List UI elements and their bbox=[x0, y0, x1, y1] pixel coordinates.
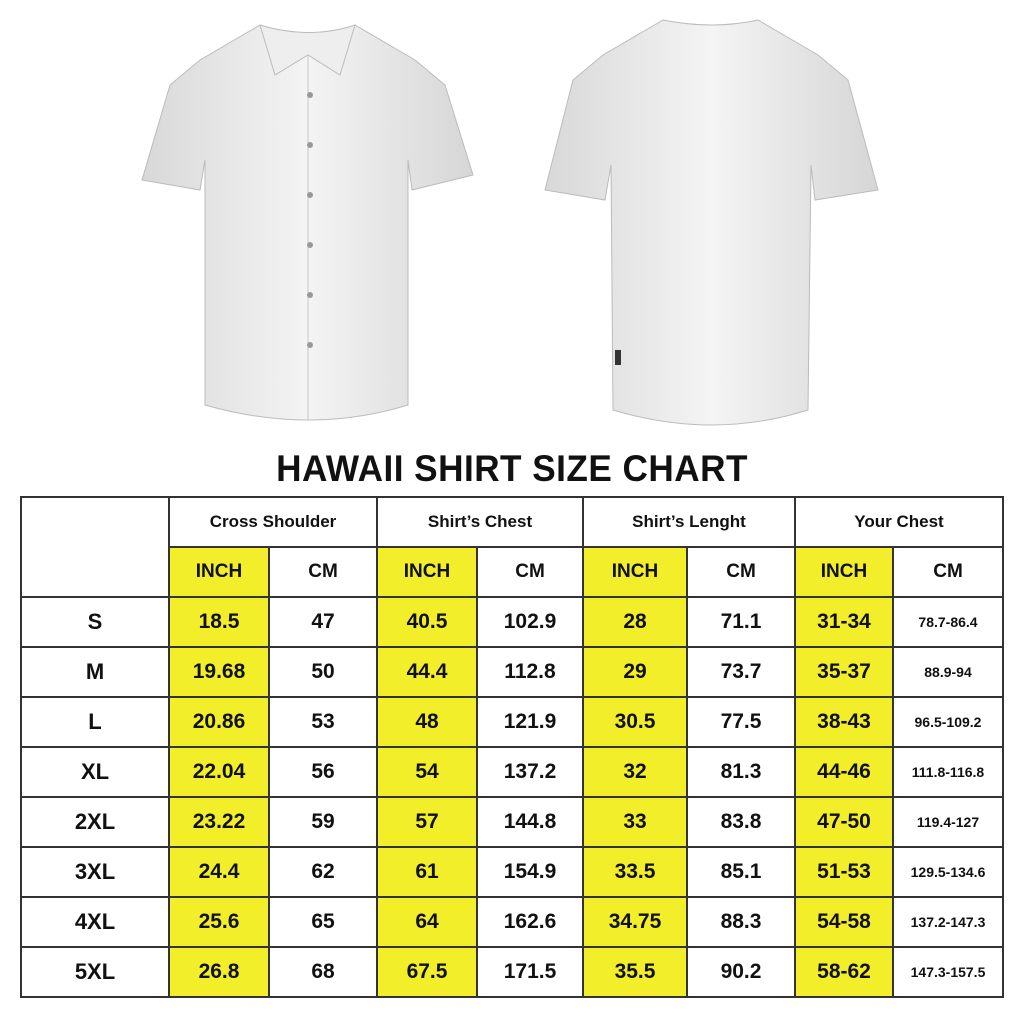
size-label: 2XL bbox=[20, 796, 170, 848]
inch-value-cell: 22.04 bbox=[168, 746, 270, 798]
unit-header-inch: INCH bbox=[794, 546, 894, 598]
inch-value-cell: 47-50 bbox=[794, 796, 894, 848]
cm-value-cell: 83.8 bbox=[686, 796, 796, 848]
cm-value-cell: 171.5 bbox=[476, 946, 584, 998]
inch-value-cell: 44.4 bbox=[376, 646, 478, 698]
table-row: 3XL 24.4 62 61 154.9 33.5 85.1 51-53 129.5-134.6 bbox=[20, 846, 1004, 898]
cm-value-cell: 78.7-86.4 bbox=[892, 596, 1004, 648]
inch-value-cell: 30.5 bbox=[582, 696, 688, 748]
inch-value-cell: 34.75 bbox=[582, 896, 688, 948]
inch-value-cell: 32 bbox=[582, 746, 688, 798]
inch-value-cell: 20.86 bbox=[168, 696, 270, 748]
inch-value-cell: 28 bbox=[582, 596, 688, 648]
shirt-front-image bbox=[141, 24, 474, 421]
cm-value-cell: 68 bbox=[268, 946, 378, 998]
table-row: S 18.5 47 40.5 102.9 28 71.1 31-34 78.7-86.4 bbox=[20, 596, 1004, 648]
cm-value-cell: 154.9 bbox=[476, 846, 584, 898]
size-label: 3XL bbox=[20, 846, 170, 898]
cm-value-cell: 85.1 bbox=[686, 846, 796, 898]
cm-value-cell: 56 bbox=[268, 746, 378, 798]
inch-value-cell: 54 bbox=[376, 746, 478, 798]
inch-value-cell: 38-43 bbox=[794, 696, 894, 748]
corner-cell bbox=[20, 496, 170, 598]
unit-header-inch: INCH bbox=[582, 546, 688, 598]
size-label: M bbox=[20, 646, 170, 698]
cm-value-cell: 88.3 bbox=[686, 896, 796, 948]
cm-value-cell: 50 bbox=[268, 646, 378, 698]
size-label: XL bbox=[20, 746, 170, 798]
cm-value-cell: 88.9-94 bbox=[892, 646, 1004, 698]
cm-value-cell: 119.4-127 bbox=[892, 796, 1004, 848]
inch-value-cell: 35.5 bbox=[582, 946, 688, 998]
inch-value-cell: 54-58 bbox=[794, 896, 894, 948]
inch-value-cell: 23.22 bbox=[168, 796, 270, 848]
cm-value-cell: 162.6 bbox=[476, 896, 584, 948]
inch-value-cell: 35-37 bbox=[794, 646, 894, 698]
inch-value-cell: 33.5 bbox=[582, 846, 688, 898]
cm-value-cell: 137.2 bbox=[476, 746, 584, 798]
group-header-cross-shoulder: Cross Shoulder bbox=[168, 496, 378, 548]
size-label: 5XL bbox=[20, 946, 170, 998]
inch-value-cell: 24.4 bbox=[168, 846, 270, 898]
cm-value-cell: 65 bbox=[268, 896, 378, 948]
cm-value-cell: 47 bbox=[268, 596, 378, 648]
table-row: 4XL 25.6 65 64 162.6 34.75 88.3 54-58 137.2-147.… bbox=[20, 896, 1004, 948]
cm-value-cell: 102.9 bbox=[476, 596, 584, 648]
table-row: 5XL 26.8 68 67.5 171.5 35.5 90.2 58-62 147.3-157… bbox=[20, 946, 1004, 998]
table-row: 2XL 23.22 59 57 144.8 33 83.8 47-50 119.4-127 bbox=[20, 796, 1004, 848]
cm-value-cell: 147.3-157.5 bbox=[892, 946, 1004, 998]
cm-value-cell: 71.1 bbox=[686, 596, 796, 648]
inch-value-cell: 33 bbox=[582, 796, 688, 848]
inch-value-cell: 18.5 bbox=[168, 596, 270, 648]
chart-title: HAWAII SHIRT SIZE CHART bbox=[276, 448, 748, 489]
inch-value-cell: 58-62 bbox=[794, 946, 894, 998]
cm-value-cell: 73.7 bbox=[686, 646, 796, 698]
unit-header-cm: CM bbox=[686, 546, 796, 598]
inch-value-cell: 31-34 bbox=[794, 596, 894, 648]
unit-header-inch: INCH bbox=[376, 546, 478, 598]
inch-value-cell: 40.5 bbox=[376, 596, 478, 648]
inch-value-cell: 51-53 bbox=[794, 846, 894, 898]
inch-value-cell: 67.5 bbox=[376, 946, 478, 998]
cm-value-cell: 59 bbox=[268, 796, 378, 848]
table-row: L 20.86 53 48 121.9 30.5 77.5 38-43 96.5-109.2 bbox=[20, 696, 1004, 748]
cm-value-cell: 129.5-134.6 bbox=[892, 846, 1004, 898]
shirt-back-image bbox=[544, 19, 879, 426]
group-header-shirt-chest: Shirt’s Chest bbox=[376, 496, 584, 548]
size-table: Cross Shoulder Shirt’s Chest Shirt’s Len… bbox=[20, 496, 1004, 998]
inch-value-cell: 61 bbox=[376, 846, 478, 898]
cm-value-cell: 62 bbox=[268, 846, 378, 898]
size-label: 4XL bbox=[20, 896, 170, 948]
size-label: L bbox=[20, 696, 170, 748]
unit-header-cm: CM bbox=[476, 546, 584, 598]
unit-header-inch: INCH bbox=[168, 546, 270, 598]
cm-value-cell: 90.2 bbox=[686, 946, 796, 998]
inch-value-cell: 26.8 bbox=[168, 946, 270, 998]
inch-value-cell: 48 bbox=[376, 696, 478, 748]
inch-value-cell: 44-46 bbox=[794, 746, 894, 798]
table-row: XL 22.04 56 54 137.2 32 81.3 44-46 111.8-116.8 bbox=[20, 746, 1004, 798]
cm-value-cell: 81.3 bbox=[686, 746, 796, 798]
unit-header-cm: CM bbox=[892, 546, 1004, 598]
inch-value-cell: 25.6 bbox=[168, 896, 270, 948]
size-label: S bbox=[20, 596, 170, 648]
unit-header-cm: CM bbox=[268, 546, 378, 598]
inch-value-cell: 29 bbox=[582, 646, 688, 698]
inch-value-cell: 64 bbox=[376, 896, 478, 948]
cm-value-cell: 121.9 bbox=[476, 696, 584, 748]
inch-value-cell: 57 bbox=[376, 796, 478, 848]
cm-value-cell: 144.8 bbox=[476, 796, 584, 848]
group-header-shirt-length: Shirt’s Lenght bbox=[582, 496, 796, 548]
cm-value-cell: 111.8-116.8 bbox=[892, 746, 1004, 798]
group-header-your-chest: Your Chest bbox=[794, 496, 1004, 548]
cm-value-cell: 53 bbox=[268, 696, 378, 748]
cm-value-cell: 137.2-147.3 bbox=[892, 896, 1004, 948]
inch-value-cell: 19.68 bbox=[168, 646, 270, 698]
cm-value-cell: 96.5-109.2 bbox=[892, 696, 1004, 748]
table-row: M 19.68 50 44.4 112.8 29 73.7 35-37 88.9-94 bbox=[20, 646, 1004, 698]
cm-value-cell: 77.5 bbox=[686, 696, 796, 748]
cm-value-cell: 112.8 bbox=[476, 646, 584, 698]
